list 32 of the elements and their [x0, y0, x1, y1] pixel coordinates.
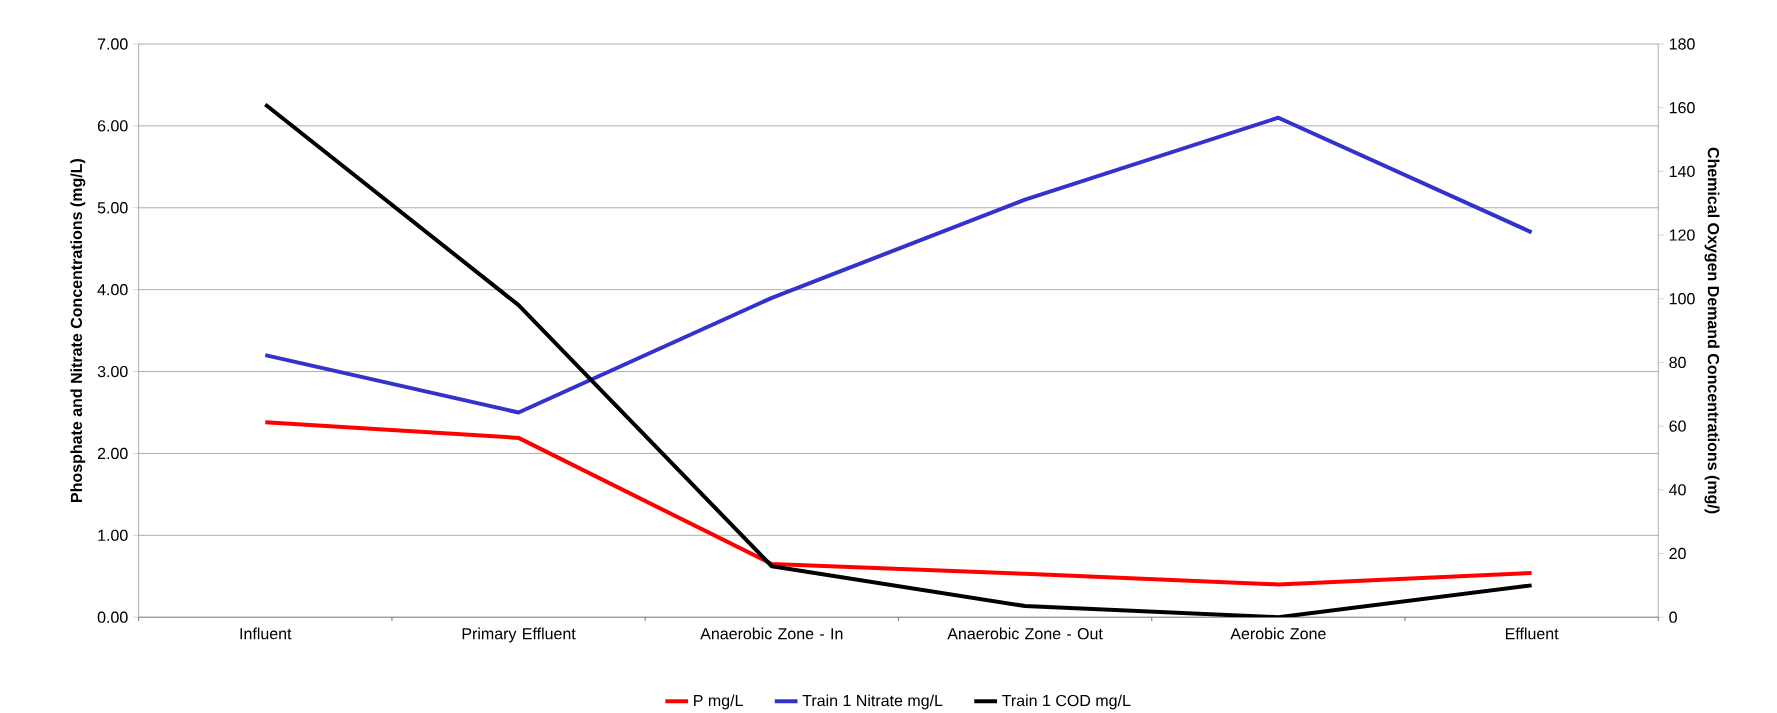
y2-tick-label: 0 — [1669, 611, 1677, 623]
y2-axis-title: Chemical Oxygen Demand Concentrations (mg/) — [1704, 147, 1720, 514]
y-axis-title: Phosphate and Nitrate Concentrations (mg/L) — [70, 158, 86, 502]
legend-label: Train 1 Nitrate mg/L — [802, 694, 943, 710]
x-tick-label: Anaerobic Zone - In — [700, 627, 843, 640]
y2-tick-label: 160 — [1669, 101, 1695, 114]
y-tick-label: 5.00 — [97, 201, 128, 214]
x-tick-label: Anaerobic Zone - Out — [947, 627, 1103, 640]
y-tick-label: 4.00 — [97, 283, 128, 296]
y-tick-label: 3.00 — [97, 365, 128, 378]
y-tick-label: 2.00 — [97, 447, 128, 459]
y-tick-label: 0.00 — [97, 611, 128, 623]
y2-tick-label: 120 — [1669, 229, 1695, 241]
x-tick-label: Primary Effluent — [462, 627, 576, 643]
y2-tick-label: 20 — [1669, 547, 1686, 559]
y2-tick-label: 140 — [1669, 165, 1695, 177]
y2-tick-label: 80 — [1669, 356, 1686, 368]
legend-label: Train 1 COD mg/L — [1002, 694, 1131, 710]
x-tick-label: Aerobic Zone — [1230, 627, 1326, 640]
y-tick-label: 1.00 — [98, 529, 128, 541]
y2-tick-label: 60 — [1669, 420, 1686, 432]
y2-tick-label: 180 — [1669, 38, 1695, 50]
y2-tick-label: 40 — [1669, 483, 1686, 496]
x-tick-label: Influent — [240, 627, 292, 640]
y-tick-label: 6.00 — [97, 120, 128, 132]
line-series — [263, 115, 1534, 415]
legend-label: P mg/L — [694, 694, 743, 710]
y2-tick-label: 100 — [1669, 292, 1695, 305]
line-series — [263, 102, 1534, 618]
x-tick-label: Effluent — [1505, 627, 1559, 640]
y-tick-label: 7.00 — [97, 38, 128, 50]
line-series — [263, 420, 1534, 587]
